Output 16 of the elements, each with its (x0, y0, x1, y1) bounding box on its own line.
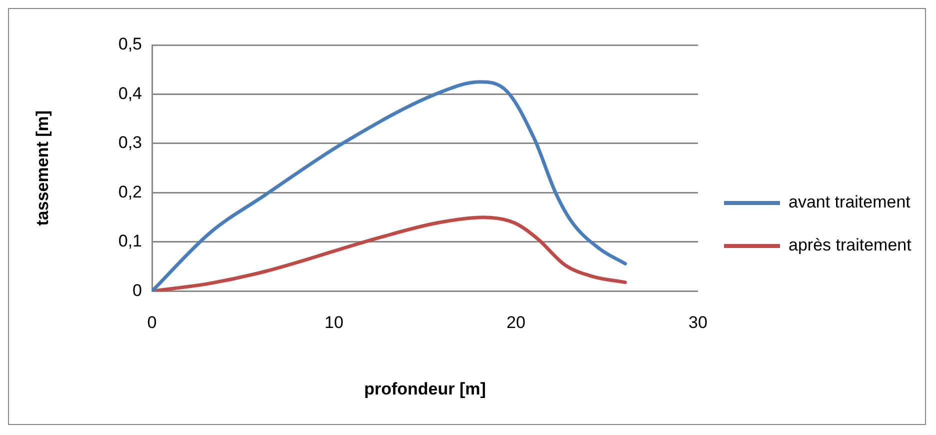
line-series (152, 80, 627, 292)
x-axis-title: profondeur [m] (364, 379, 486, 398)
line-series (152, 216, 627, 292)
x-tick-label: 10 (324, 313, 344, 332)
y-tick-label: 0,2 (118, 182, 142, 202)
y-tick-label: 0,5 (118, 34, 142, 54)
legend-label: avant traitement (788, 192, 911, 212)
x-tick-label: 0 (147, 313, 157, 332)
y-tick-label: 0,3 (118, 133, 142, 152)
y-axis-title: tassement [m] (32, 110, 52, 226)
legend-label: après traitement (788, 236, 912, 255)
y-tick-label: 0 (132, 280, 142, 300)
y-tick-label: 0,4 (118, 84, 142, 103)
x-tick-label: 20 (506, 313, 526, 332)
y-tick-label: 0,1 (118, 232, 142, 251)
x-tick-label: 30 (688, 313, 708, 332)
